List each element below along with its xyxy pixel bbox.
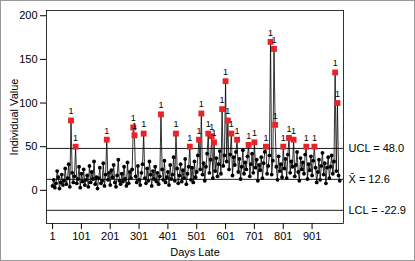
svg-text:1: 1 xyxy=(223,67,228,77)
svg-text:601: 601 xyxy=(216,230,234,242)
svg-text:1: 1 xyxy=(173,119,178,129)
svg-text:1: 1 xyxy=(130,113,136,124)
svg-text:0: 0 xyxy=(31,184,37,196)
svg-text:901: 901 xyxy=(303,230,321,242)
svg-text:1: 1 xyxy=(197,126,202,136)
svg-text:UCL = 48.0: UCL = 48.0 xyxy=(349,142,405,154)
svg-text:1: 1 xyxy=(73,133,78,143)
svg-text:1: 1 xyxy=(187,133,192,143)
svg-text:200: 200 xyxy=(19,9,37,21)
svg-text:1: 1 xyxy=(271,35,276,45)
svg-text:1: 1 xyxy=(69,106,74,116)
svg-text:201: 201 xyxy=(101,230,119,242)
svg-text:1: 1 xyxy=(252,128,257,138)
svg-text:1: 1 xyxy=(199,99,204,109)
svg-text:1: 1 xyxy=(268,27,274,38)
svg-text:1: 1 xyxy=(209,122,215,133)
svg-text:701: 701 xyxy=(245,230,263,242)
svg-text:1: 1 xyxy=(225,106,230,116)
svg-text:1: 1 xyxy=(235,126,240,136)
svg-text:X̄ = 12.6: X̄ = 12.6 xyxy=(349,173,390,185)
svg-text:100: 100 xyxy=(19,97,37,109)
svg-text:Days Late: Days Late xyxy=(170,246,220,258)
svg-text:1: 1 xyxy=(286,123,292,134)
svg-text:Individual Value: Individual Value xyxy=(8,79,20,156)
svg-text:101: 101 xyxy=(72,230,90,242)
svg-text:1: 1 xyxy=(304,133,309,143)
svg-text:1: 1 xyxy=(291,126,296,136)
svg-text:1: 1 xyxy=(312,133,317,143)
svg-text:1: 1 xyxy=(104,126,109,136)
svg-text:1: 1 xyxy=(333,58,338,68)
svg-text:1: 1 xyxy=(220,95,225,105)
svg-text:501: 501 xyxy=(188,230,206,242)
svg-text:1: 1 xyxy=(273,111,278,121)
svg-text:1: 1 xyxy=(263,133,268,143)
svg-text:1: 1 xyxy=(246,131,251,141)
svg-text:1: 1 xyxy=(281,133,286,143)
svg-text:1: 1 xyxy=(141,119,146,129)
svg-text:401: 401 xyxy=(159,230,177,242)
svg-text:LCL = -22.9: LCL = -22.9 xyxy=(349,204,406,216)
svg-text:1: 1 xyxy=(212,128,217,138)
svg-text:1: 1 xyxy=(132,121,137,131)
svg-text:301: 301 xyxy=(130,230,148,242)
svg-text:1: 1 xyxy=(158,100,163,110)
svg-text:1: 1 xyxy=(229,119,234,129)
svg-text:1: 1 xyxy=(49,230,55,242)
svg-text:50: 50 xyxy=(25,140,37,152)
svg-text:1: 1 xyxy=(335,89,340,99)
svg-text:801: 801 xyxy=(274,230,292,242)
svg-text:150: 150 xyxy=(19,53,37,65)
